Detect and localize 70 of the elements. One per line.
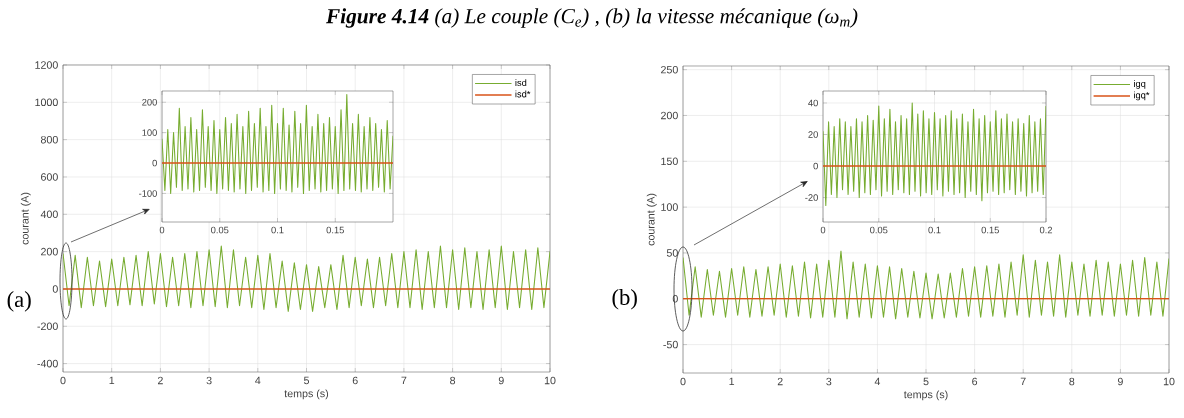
- x-axis-title: temps (s): [284, 389, 329, 400]
- x-tick-label: 5: [923, 377, 929, 386]
- x-tick-label: 7: [401, 376, 407, 385]
- y-tick-label: 100: [661, 203, 678, 211]
- chart-title: Figure 4.14 (a) Le couple (C$_{e}$) , (b) la vitesse mécanique (ω$_{m}$): [325, 8, 858, 28]
- x-tick-label: 2: [157, 376, 163, 385]
- legend-label: igq: [1134, 80, 1146, 89]
- y-tick-label: 0: [813, 162, 818, 170]
- legend-label: isd: [515, 79, 527, 86]
- y-tick-label: 50: [666, 249, 678, 257]
- y-tick-label: 250: [661, 65, 678, 74]
- x-tick-label: 1: [109, 376, 115, 385]
- y-tick-label: 150: [661, 157, 678, 166]
- x-tick-label: 0.05: [211, 226, 229, 234]
- x-tick-label: 0.1: [928, 226, 941, 234]
- y-tick-label: 200: [41, 247, 58, 256]
- y-tick-label: 100: [142, 129, 157, 136]
- y-tick-label: 600: [41, 173, 58, 181]
- y-tick-label: -50: [663, 340, 678, 349]
- x-tick-label: 0: [159, 226, 165, 234]
- x-tick-label: 3: [826, 377, 832, 386]
- y-tick-label: 20: [808, 131, 818, 138]
- x-axis-title: temps (s): [903, 390, 948, 401]
- legend-label: isd*: [515, 90, 531, 98]
- y-axis-title: courant (A): [646, 193, 657, 246]
- y-tick-label: 200: [142, 98, 157, 106]
- x-tick-label: 8: [1069, 377, 1075, 386]
- y-tick-label: 0: [152, 159, 157, 167]
- x-tick-label: 7: [1020, 377, 1026, 386]
- x-tick-label: 0: [60, 376, 66, 385]
- x-tick-label: 1: [729, 377, 735, 386]
- y-tick-label: -400: [37, 359, 58, 368]
- line-series: [63, 245, 550, 312]
- y-tick-label: -20: [805, 194, 818, 201]
- x-tick-label: 10: [544, 376, 556, 385]
- y-tick-label: -200: [37, 322, 58, 331]
- x-tick-label: 0: [820, 226, 826, 234]
- text: (a): [7, 291, 31, 312]
- x-tick-label: 4: [874, 377, 881, 386]
- x-tick-label: 10: [1163, 377, 1175, 386]
- x-tick-label: 4: [255, 376, 261, 385]
- x-tick-label: 9: [498, 376, 504, 385]
- x-tick-label: 3: [206, 376, 212, 385]
- x-tick-label: 0: [680, 377, 686, 386]
- line-series: [162, 94, 393, 194]
- x-tick-label: 9: [1117, 377, 1123, 386]
- x-tick-label: 6: [352, 376, 358, 385]
- y-tick-label: 40: [808, 99, 818, 107]
- y-tick-label: 200: [661, 111, 678, 120]
- y-tick-label: 1200: [35, 61, 58, 69]
- x-tick-label: 0.1: [271, 226, 284, 234]
- y-tick-label: 1000: [35, 98, 58, 107]
- y-tick-label: 400: [40, 210, 58, 219]
- y-tick-label: 800: [40, 135, 58, 144]
- x-tick-label: 0.2: [1039, 226, 1053, 234]
- line-series: [683, 250, 1170, 320]
- y-axis-title: courant (A): [20, 192, 31, 245]
- x-tick-label: 6: [972, 377, 978, 386]
- y-tick-label: -100: [139, 190, 157, 197]
- y-tick-label: 0: [672, 295, 678, 303]
- x-tick-label: 8: [450, 376, 456, 385]
- x-tick-label: 0.05: [870, 226, 888, 234]
- text: (b): [612, 289, 637, 310]
- y-tick-label: 0: [52, 285, 58, 293]
- x-tick-label: 0.15: [981, 226, 999, 234]
- legend-label: igq*: [1134, 91, 1150, 101]
- x-tick-label: 5: [303, 376, 310, 385]
- x-tick-label: 2: [777, 377, 783, 386]
- line-series: [823, 102, 1047, 206]
- x-tick-label: 0.15: [326, 226, 344, 234]
